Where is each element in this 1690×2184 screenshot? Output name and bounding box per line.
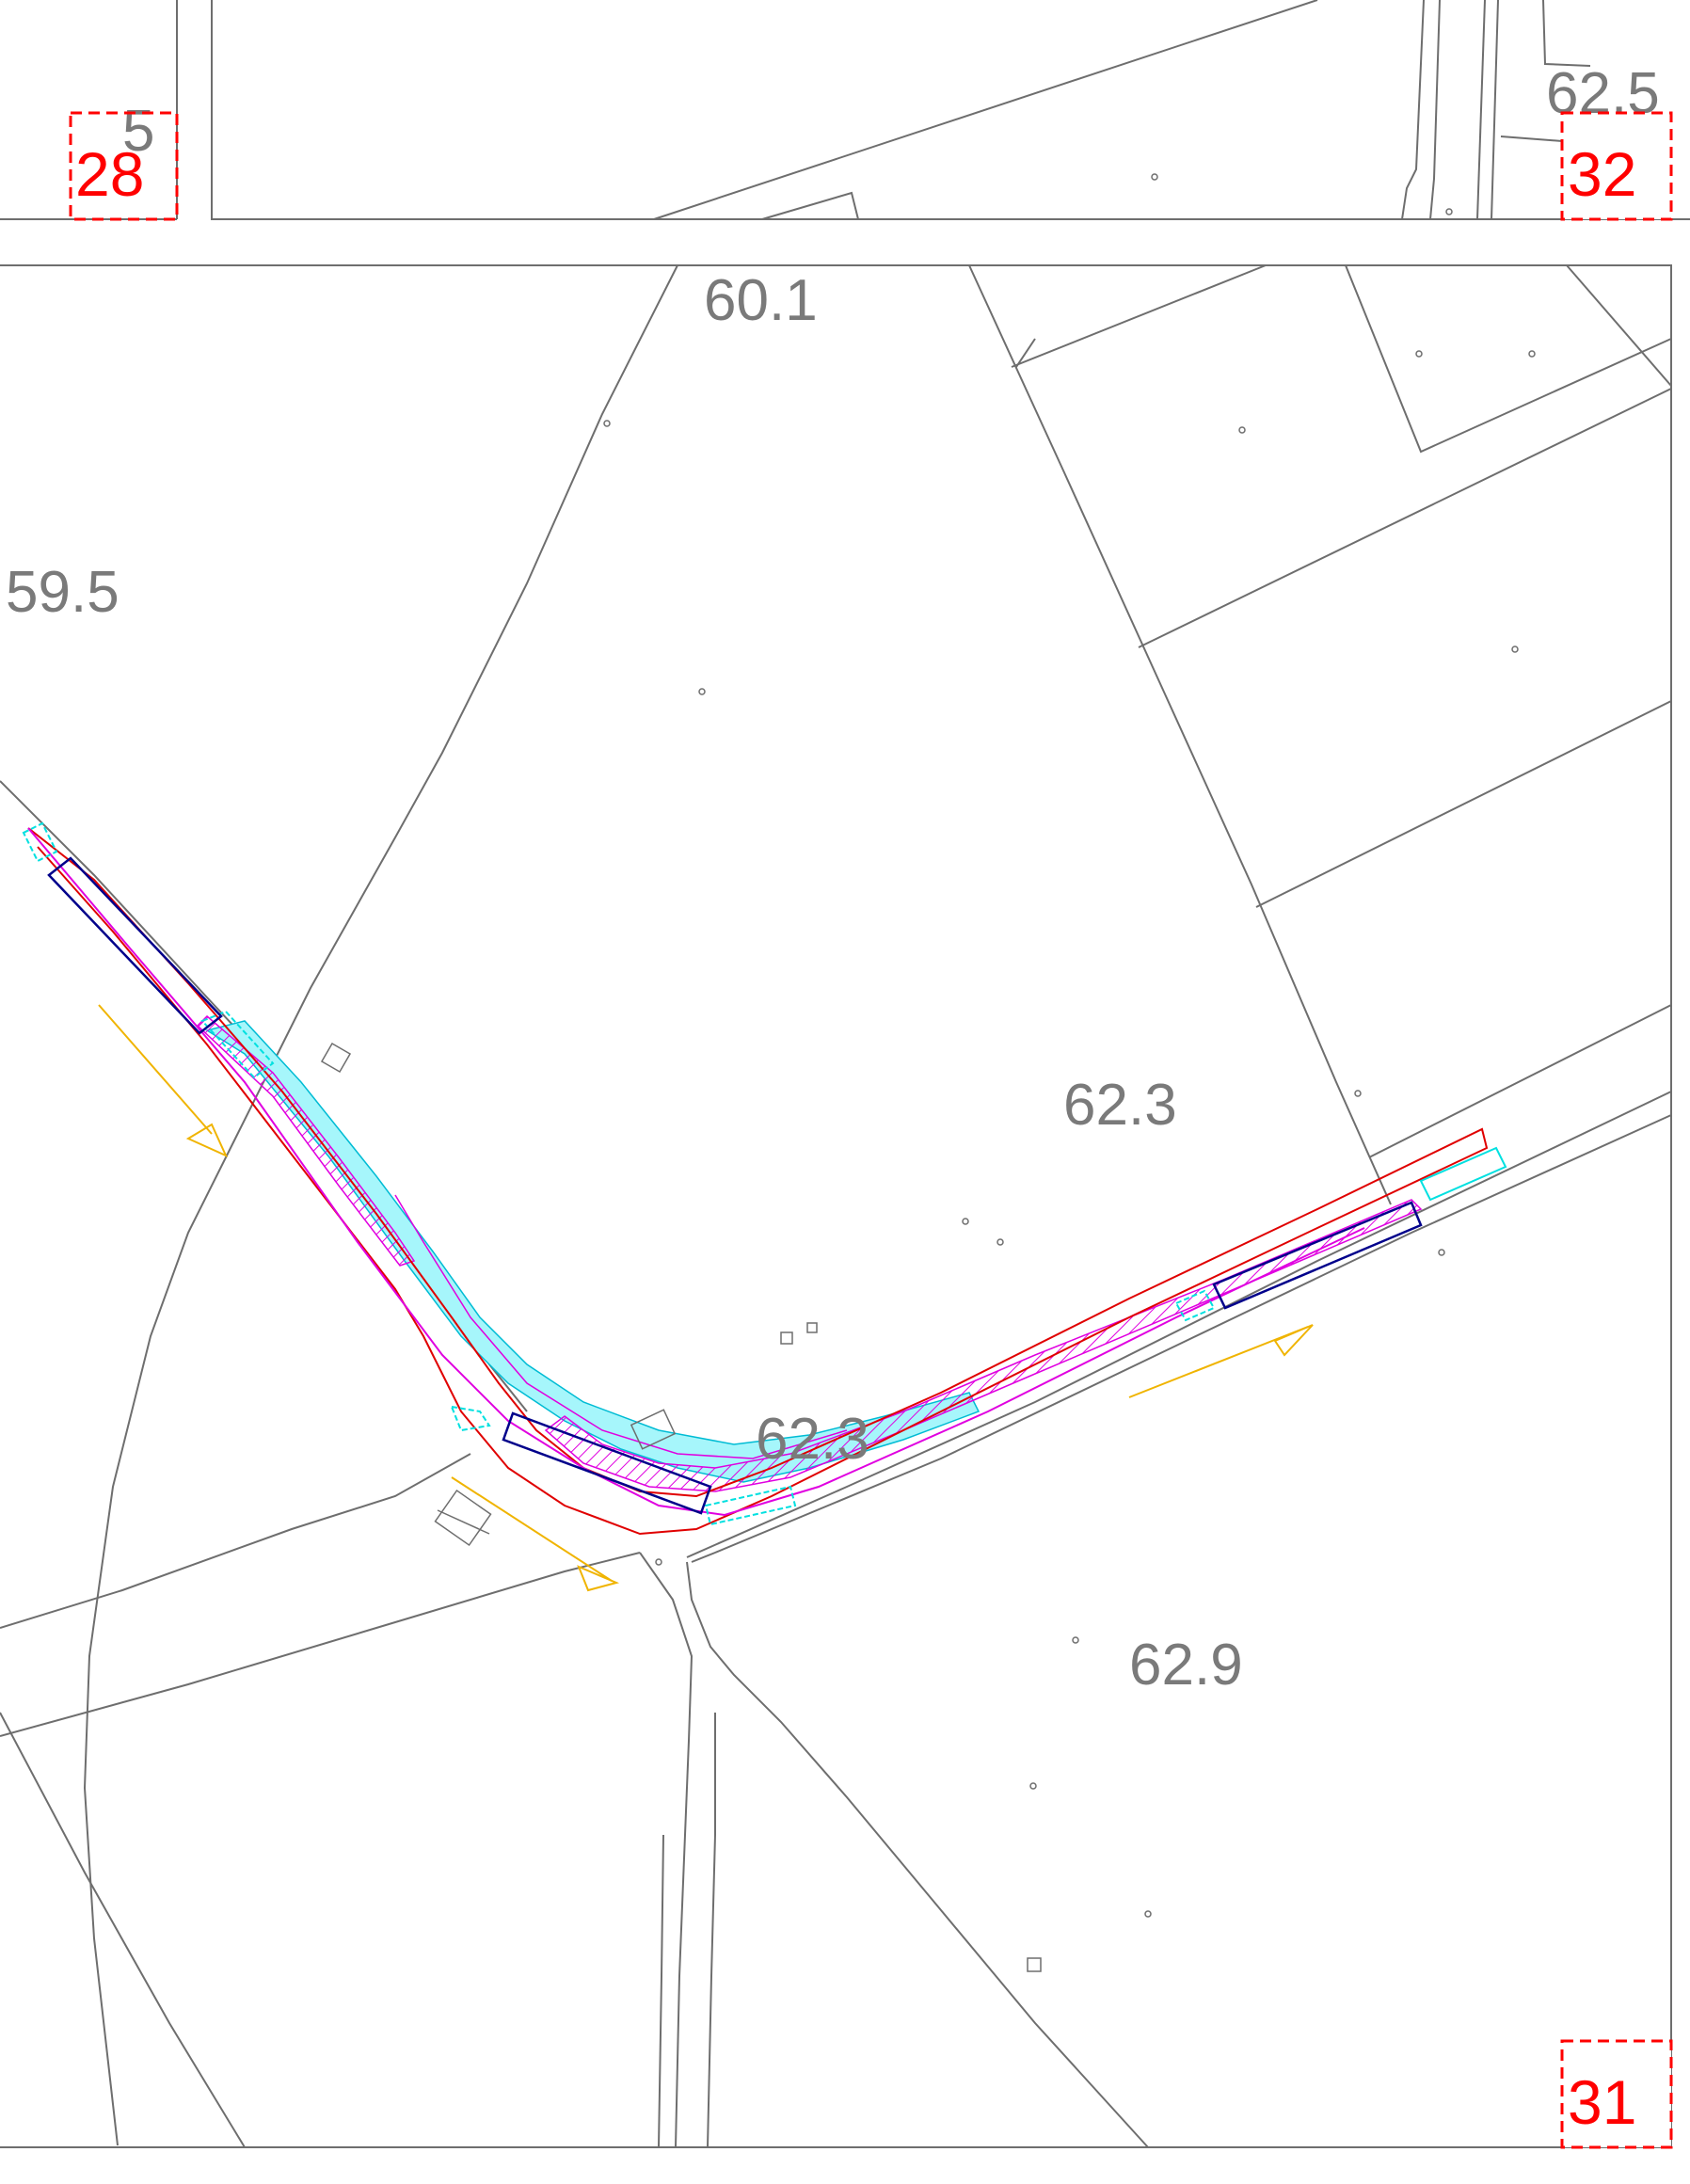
parcel-label-59-5: 59.5 <box>6 560 120 625</box>
parcel-labels: 60.1 59.5 62.3 62.3 62.9 62.5 5 <box>6 61 1660 1698</box>
road-work-zone <box>22 821 1507 1536</box>
adjacent-sheet-frame <box>211 0 1690 220</box>
parcel-boundaries <box>0 264 1672 2148</box>
red-edge <box>27 827 1489 1536</box>
survey-markers <box>320 350 1536 1972</box>
sheet-ref-28[interactable]: 28 <box>69 111 179 221</box>
magenta-edge-inner <box>394 1194 848 1459</box>
parcel-label-62-3-north: 62.3 <box>1063 1073 1177 1138</box>
work-box-nw <box>47 856 223 1035</box>
parcel-label-5-partial: 5 <box>122 99 154 164</box>
flow-arrow-nw <box>98 1004 229 1157</box>
sheet-ref-32-label: 32 <box>1568 139 1636 209</box>
sheet-ref-31-label: 31 <box>1568 2067 1636 2137</box>
flow-arrows <box>98 1004 1314 1592</box>
magenta-edge <box>27 827 1365 1517</box>
sheet-ref-32[interactable]: 32 <box>1560 111 1673 221</box>
parcel-label-62-3-road: 62.3 <box>756 1407 869 1472</box>
hatched-zone <box>544 1199 1423 1492</box>
work-box-east <box>1212 1201 1423 1310</box>
flow-arrow-east <box>1128 1324 1314 1398</box>
sheet-ref-31[interactable]: 31 <box>1560 2039 1673 2149</box>
parcel-label-62-9: 62.9 <box>1129 1633 1243 1698</box>
parcel-label-60-1: 60.1 <box>704 268 818 333</box>
hatched-zone-north <box>196 1014 416 1267</box>
flow-arrow-center <box>451 1476 620 1592</box>
map-frame <box>0 264 1672 2148</box>
sheet-references: 28 32 31 <box>69 111 1673 2149</box>
work-box-center <box>502 1411 712 1515</box>
sheet-ref-28-label: 28 <box>75 139 144 209</box>
top-strip <box>0 0 1690 220</box>
carriageway-fill <box>205 1020 981 1483</box>
